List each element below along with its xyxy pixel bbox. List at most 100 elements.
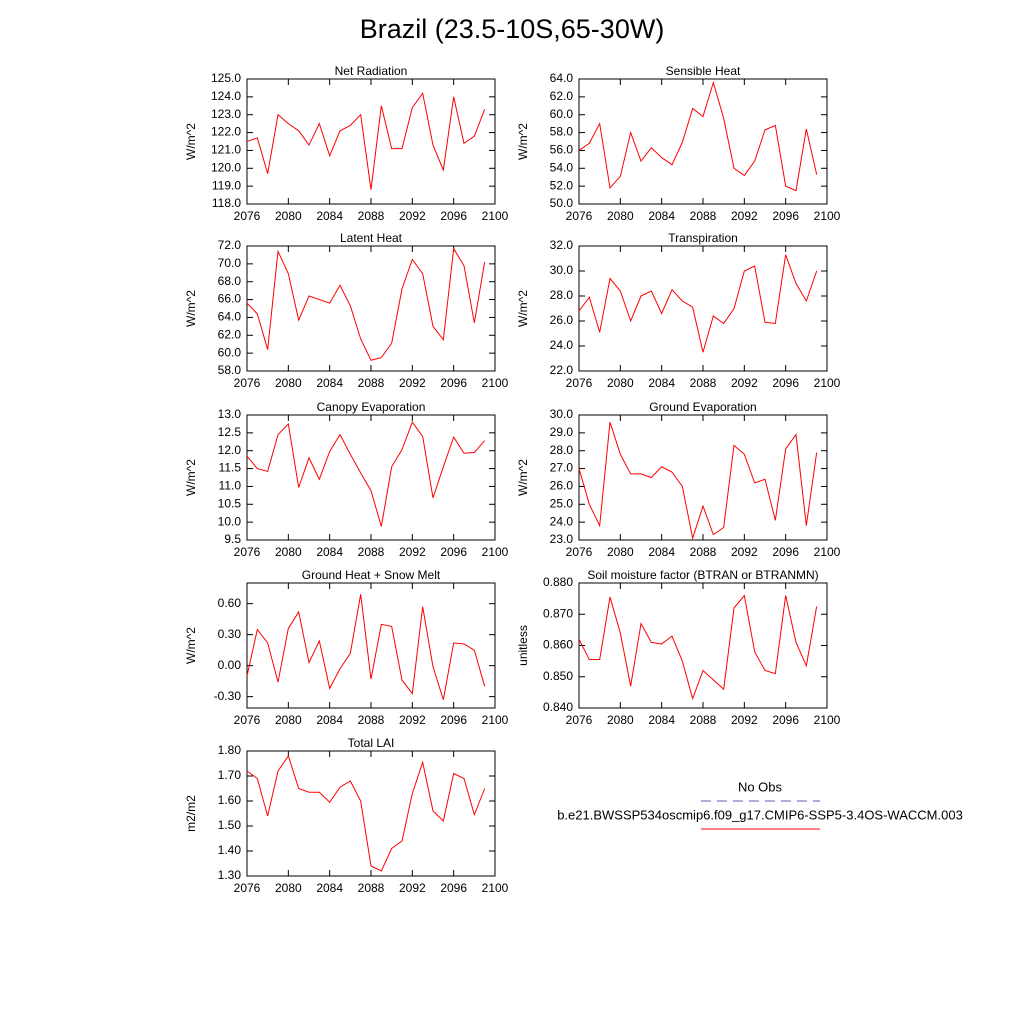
y-tick-label: 24.0 (550, 338, 574, 352)
x-tick-label: 2100 (482, 881, 509, 895)
x-tick-label: 2076 (234, 881, 261, 895)
x-tick-label: 2076 (234, 545, 261, 559)
x-tick-label: 2080 (607, 209, 634, 223)
y-axis-label: m2/m2 (184, 795, 198, 832)
y-tick-label: 120.0 (211, 160, 241, 174)
y-tick-label: 1.80 (218, 743, 242, 757)
x-tick-label: 2076 (234, 209, 261, 223)
x-tick-label: 2080 (275, 881, 302, 895)
y-axis-label: W/m^2 (184, 459, 198, 496)
y-tick-label: 0.850 (543, 669, 573, 683)
y-tick-label: 22.0 (550, 363, 574, 377)
y-tick-label: 29.0 (550, 425, 574, 439)
plot-frame (578, 78, 828, 205)
legend-label: b.e21.BWSSP534oscmip6.f09_g17.CMIP6-SSP5… (557, 807, 963, 822)
x-tick-label: 2092 (399, 713, 426, 727)
x-tick-label: 2080 (275, 545, 302, 559)
x-tick-label: 2092 (399, 881, 426, 895)
y-axis-label: W/m^2 (184, 123, 198, 160)
y-tick-label: 62.0 (218, 327, 242, 341)
x-tick-label: 2096 (440, 545, 467, 559)
y-tick-label: 1.50 (218, 818, 242, 832)
y-tick-label: 28.0 (550, 443, 574, 457)
plot-frame (246, 582, 496, 709)
x-tick-label: 2092 (399, 209, 426, 223)
y-tick-label: 56.0 (550, 143, 574, 157)
y-tick-label: 11.0 (219, 479, 242, 493)
panel-title: Transpiration (668, 231, 738, 245)
x-tick-label: 2100 (482, 209, 509, 223)
y-tick-label: 124.0 (211, 89, 241, 103)
x-tick-label: 2076 (566, 376, 593, 390)
y-tick-label: 58.0 (218, 363, 242, 377)
x-tick-label: 2100 (482, 713, 509, 727)
x-tick-label: 2080 (607, 545, 634, 559)
y-tick-label: 26.0 (550, 479, 574, 493)
y-tick-label: 12.0 (218, 443, 242, 457)
y-tick-label: 50.0 (550, 196, 574, 210)
panel-title: Total LAI (348, 736, 395, 750)
y-tick-label: 23.0 (550, 532, 574, 546)
x-tick-label: 2092 (399, 545, 426, 559)
x-tick-label: 2076 (234, 713, 261, 727)
data-line (578, 80, 818, 192)
x-tick-label: 2084 (316, 545, 343, 559)
y-tick-label: 0.840 (543, 700, 573, 714)
x-tick-label: 2100 (482, 376, 509, 390)
y-tick-label: 9.5 (224, 532, 241, 546)
y-tick-label: 1.60 (218, 793, 242, 807)
y-tick-label: 118.0 (212, 196, 241, 210)
y-axis-label: W/m^2 (184, 627, 198, 664)
plot-frame (578, 582, 828, 709)
y-tick-label: 70.0 (218, 256, 242, 270)
plot-frame (246, 750, 496, 877)
y-tick-label: 64.0 (218, 310, 242, 324)
x-tick-label: 2084 (316, 713, 343, 727)
y-tick-label: 54.0 (550, 160, 574, 174)
y-axis-label: W/m^2 (516, 123, 530, 160)
x-tick-label: 2088 (358, 376, 385, 390)
y-axis-label: unitless (516, 625, 530, 666)
x-tick-label: 2100 (814, 545, 841, 559)
data-line (246, 247, 486, 361)
panel-title: Canopy Evaporation (317, 400, 426, 414)
x-tick-label: 2084 (648, 713, 675, 727)
y-tick-label: 30.0 (550, 263, 574, 277)
y-tick-label: 13.0 (218, 407, 242, 421)
x-tick-label: 2076 (566, 545, 593, 559)
y-tick-label: 1.40 (218, 843, 242, 857)
x-tick-label: 2088 (358, 545, 385, 559)
panel-title: Soil moisture factor (BTRAN or BTRANMN) (587, 568, 818, 582)
y-tick-label: 1.30 (218, 868, 242, 882)
x-tick-label: 2100 (482, 545, 509, 559)
y-tick-label: 60.0 (550, 107, 574, 121)
x-tick-label: 2080 (607, 713, 634, 727)
y-tick-label: 28.0 (550, 288, 574, 302)
x-tick-label: 2080 (275, 209, 302, 223)
x-tick-label: 2092 (731, 545, 758, 559)
x-tick-label: 2096 (440, 881, 467, 895)
y-tick-label: 64.0 (550, 71, 574, 85)
y-tick-label: 121.0 (211, 143, 241, 157)
y-tick-label: 60.0 (218, 345, 242, 359)
x-tick-label: 2096 (772, 376, 799, 390)
panel-title: Latent Heat (340, 231, 403, 245)
x-tick-label: 2096 (440, 376, 467, 390)
x-tick-label: 2084 (648, 209, 675, 223)
y-tick-label: 68.0 (218, 274, 242, 288)
y-tick-label: 10.5 (218, 496, 242, 510)
y-tick-label: 119.0 (212, 178, 241, 192)
x-tick-label: 2076 (234, 376, 261, 390)
x-tick-label: 2088 (358, 209, 385, 223)
y-tick-label: 52.0 (550, 178, 574, 192)
x-tick-label: 2084 (648, 376, 675, 390)
y-tick-label: 26.0 (550, 313, 574, 327)
y-tick-label: 122.0 (211, 125, 241, 139)
x-tick-label: 2084 (648, 545, 675, 559)
x-tick-label: 2100 (814, 209, 841, 223)
data-line (246, 421, 486, 527)
y-tick-label: 25.0 (550, 496, 574, 510)
x-tick-label: 2092 (731, 713, 758, 727)
plot-frame (246, 414, 496, 541)
